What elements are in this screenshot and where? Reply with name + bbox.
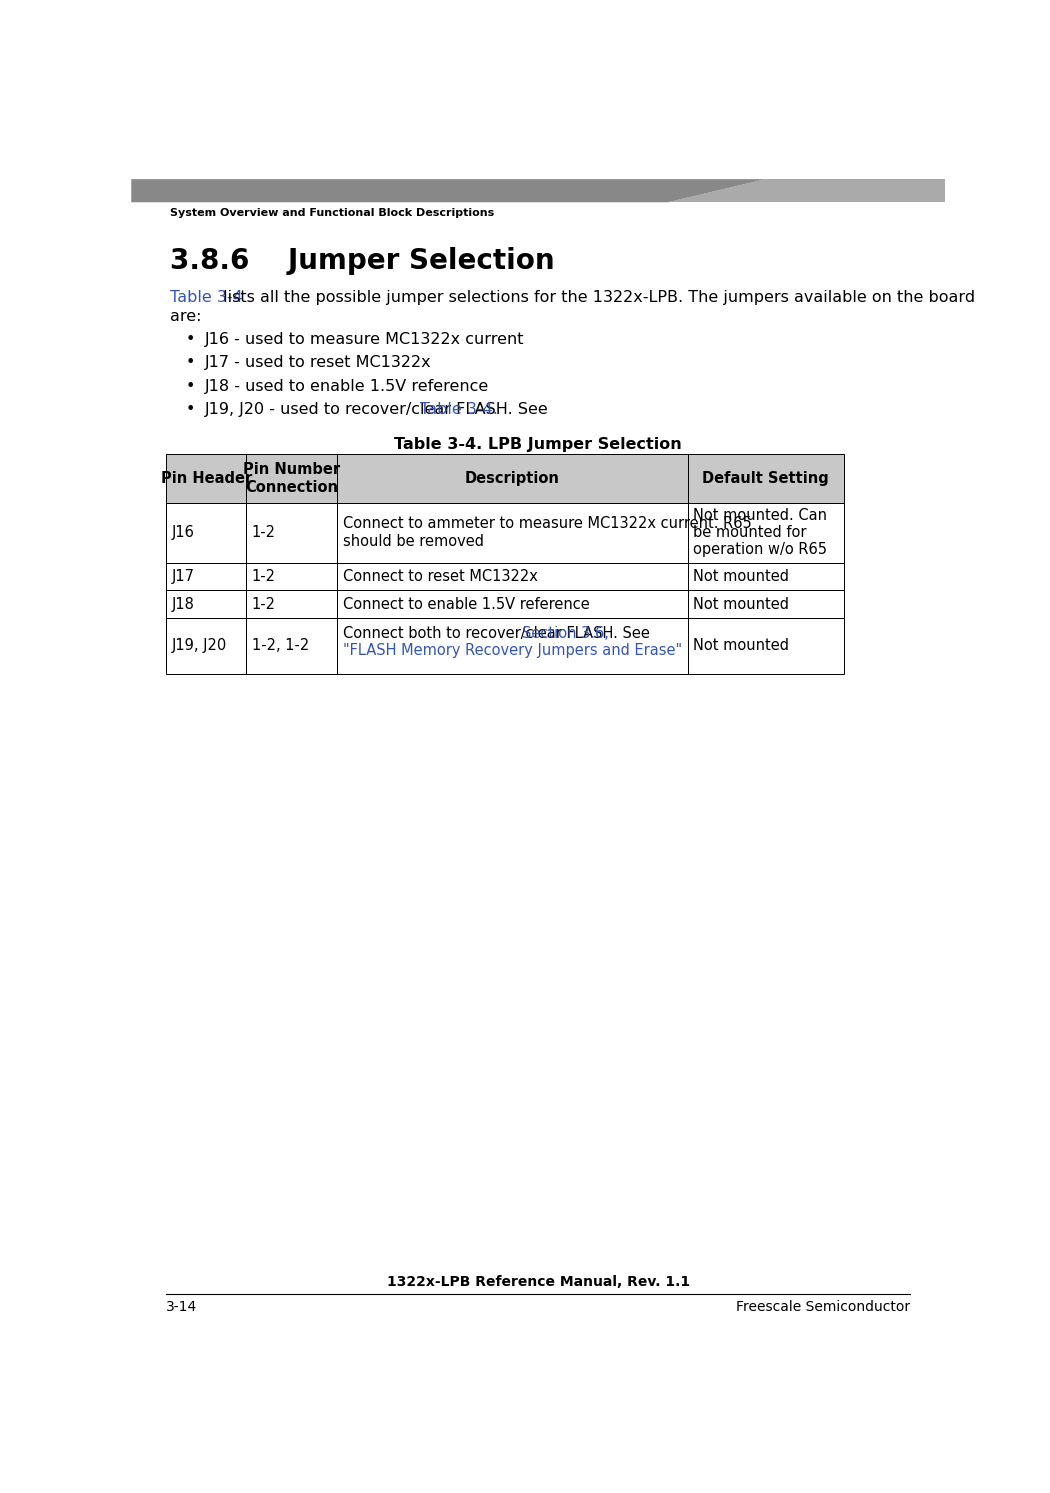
Bar [247,503,337,563]
Bar [688,618,844,673]
Text: Connect both to recover/clear FLASH. See: Connect both to recover/clear FLASH. See [342,626,654,640]
Text: Connect to reset MC1322x: Connect to reset MC1322x [342,569,538,584]
Text: J16: J16 [171,526,194,540]
Bar [688,503,844,563]
Text: 1-2: 1-2 [252,597,276,612]
Bar [337,590,688,618]
Text: Connect to enable 1.5V reference: Connect to enable 1.5V reference [342,597,589,612]
Text: Table 3-4.: Table 3-4. [420,402,498,417]
Text: Pin Header: Pin Header [161,470,252,485]
Text: J18 - used to enable 1.5V reference: J18 - used to enable 1.5V reference [205,379,489,394]
Polygon shape [669,179,945,202]
Text: 3.8.6    Jumper Selection: 3.8.6 Jumper Selection [170,246,554,275]
Bar [337,503,688,563]
Text: J18: J18 [171,597,194,612]
Text: Not mounted. Can
be mounted for
operation w/o R65: Not mounted. Can be mounted for operatio… [693,508,827,557]
Text: J19, J20 - used to recover/clear FLASH. See: J19, J20 - used to recover/clear FLASH. … [205,402,553,417]
Text: Not mounted: Not mounted [693,597,790,612]
Text: J17 - used to reset MC1322x: J17 - used to reset MC1322x [205,355,432,370]
Text: Not mounted: Not mounted [693,639,790,654]
Text: •: • [186,379,195,394]
Text: J16 - used to measure MC1322x current: J16 - used to measure MC1322x current [205,333,524,348]
Bar [688,454,844,503]
Bar [337,563,688,590]
Text: Freescale Semiconductor: Freescale Semiconductor [736,1299,910,1314]
Bar [337,454,688,503]
Bar [166,503,247,563]
Text: Not mounted: Not mounted [693,569,790,584]
Bar [247,454,337,503]
Text: Pin Number
Connection: Pin Number Connection [244,463,340,494]
Text: 3-14: 3-14 [166,1299,197,1314]
Text: 1-2: 1-2 [252,569,276,584]
Bar [247,563,337,590]
Text: are:: are: [170,309,202,324]
Text: Table 3-4. LPB Jumper Selection: Table 3-4. LPB Jumper Selection [394,437,682,452]
Bar [166,454,247,503]
Text: System Overview and Functional Block Descriptions: System Overview and Functional Block Des… [170,209,495,218]
Polygon shape [131,179,765,202]
Text: •: • [186,333,195,348]
Bar [166,590,247,618]
Bar [247,590,337,618]
Text: J17: J17 [171,569,194,584]
Text: J19, J20: J19, J20 [171,639,227,654]
Text: Section 3.6,: Section 3.6, [522,626,609,640]
Bar [688,590,844,618]
Bar [688,563,844,590]
Text: Default Setting: Default Setting [702,470,830,485]
Text: 1322x-LPB Reference Manual, Rev. 1.1: 1322x-LPB Reference Manual, Rev. 1.1 [386,1275,690,1288]
Text: lists all the possible jumper selections for the 1322x-LPB. The jumpers availabl: lists all the possible jumper selections… [218,290,975,305]
Text: "FLASH Memory Recovery Jumpers and Erase": "FLASH Memory Recovery Jumpers and Erase… [342,643,681,658]
Text: Connect to ammeter to measure MC1322x current. R65
should be removed: Connect to ammeter to measure MC1322x cu… [342,517,752,549]
Bar [166,618,247,673]
Text: Description: Description [465,470,560,485]
Bar [166,563,247,590]
Text: •: • [186,402,195,417]
Text: 1-2, 1-2: 1-2, 1-2 [252,639,309,654]
Text: Table 3-4: Table 3-4 [170,290,243,305]
Text: 1-2: 1-2 [252,526,276,540]
Bar [247,618,337,673]
Text: •: • [186,355,195,370]
Bar [337,618,688,673]
